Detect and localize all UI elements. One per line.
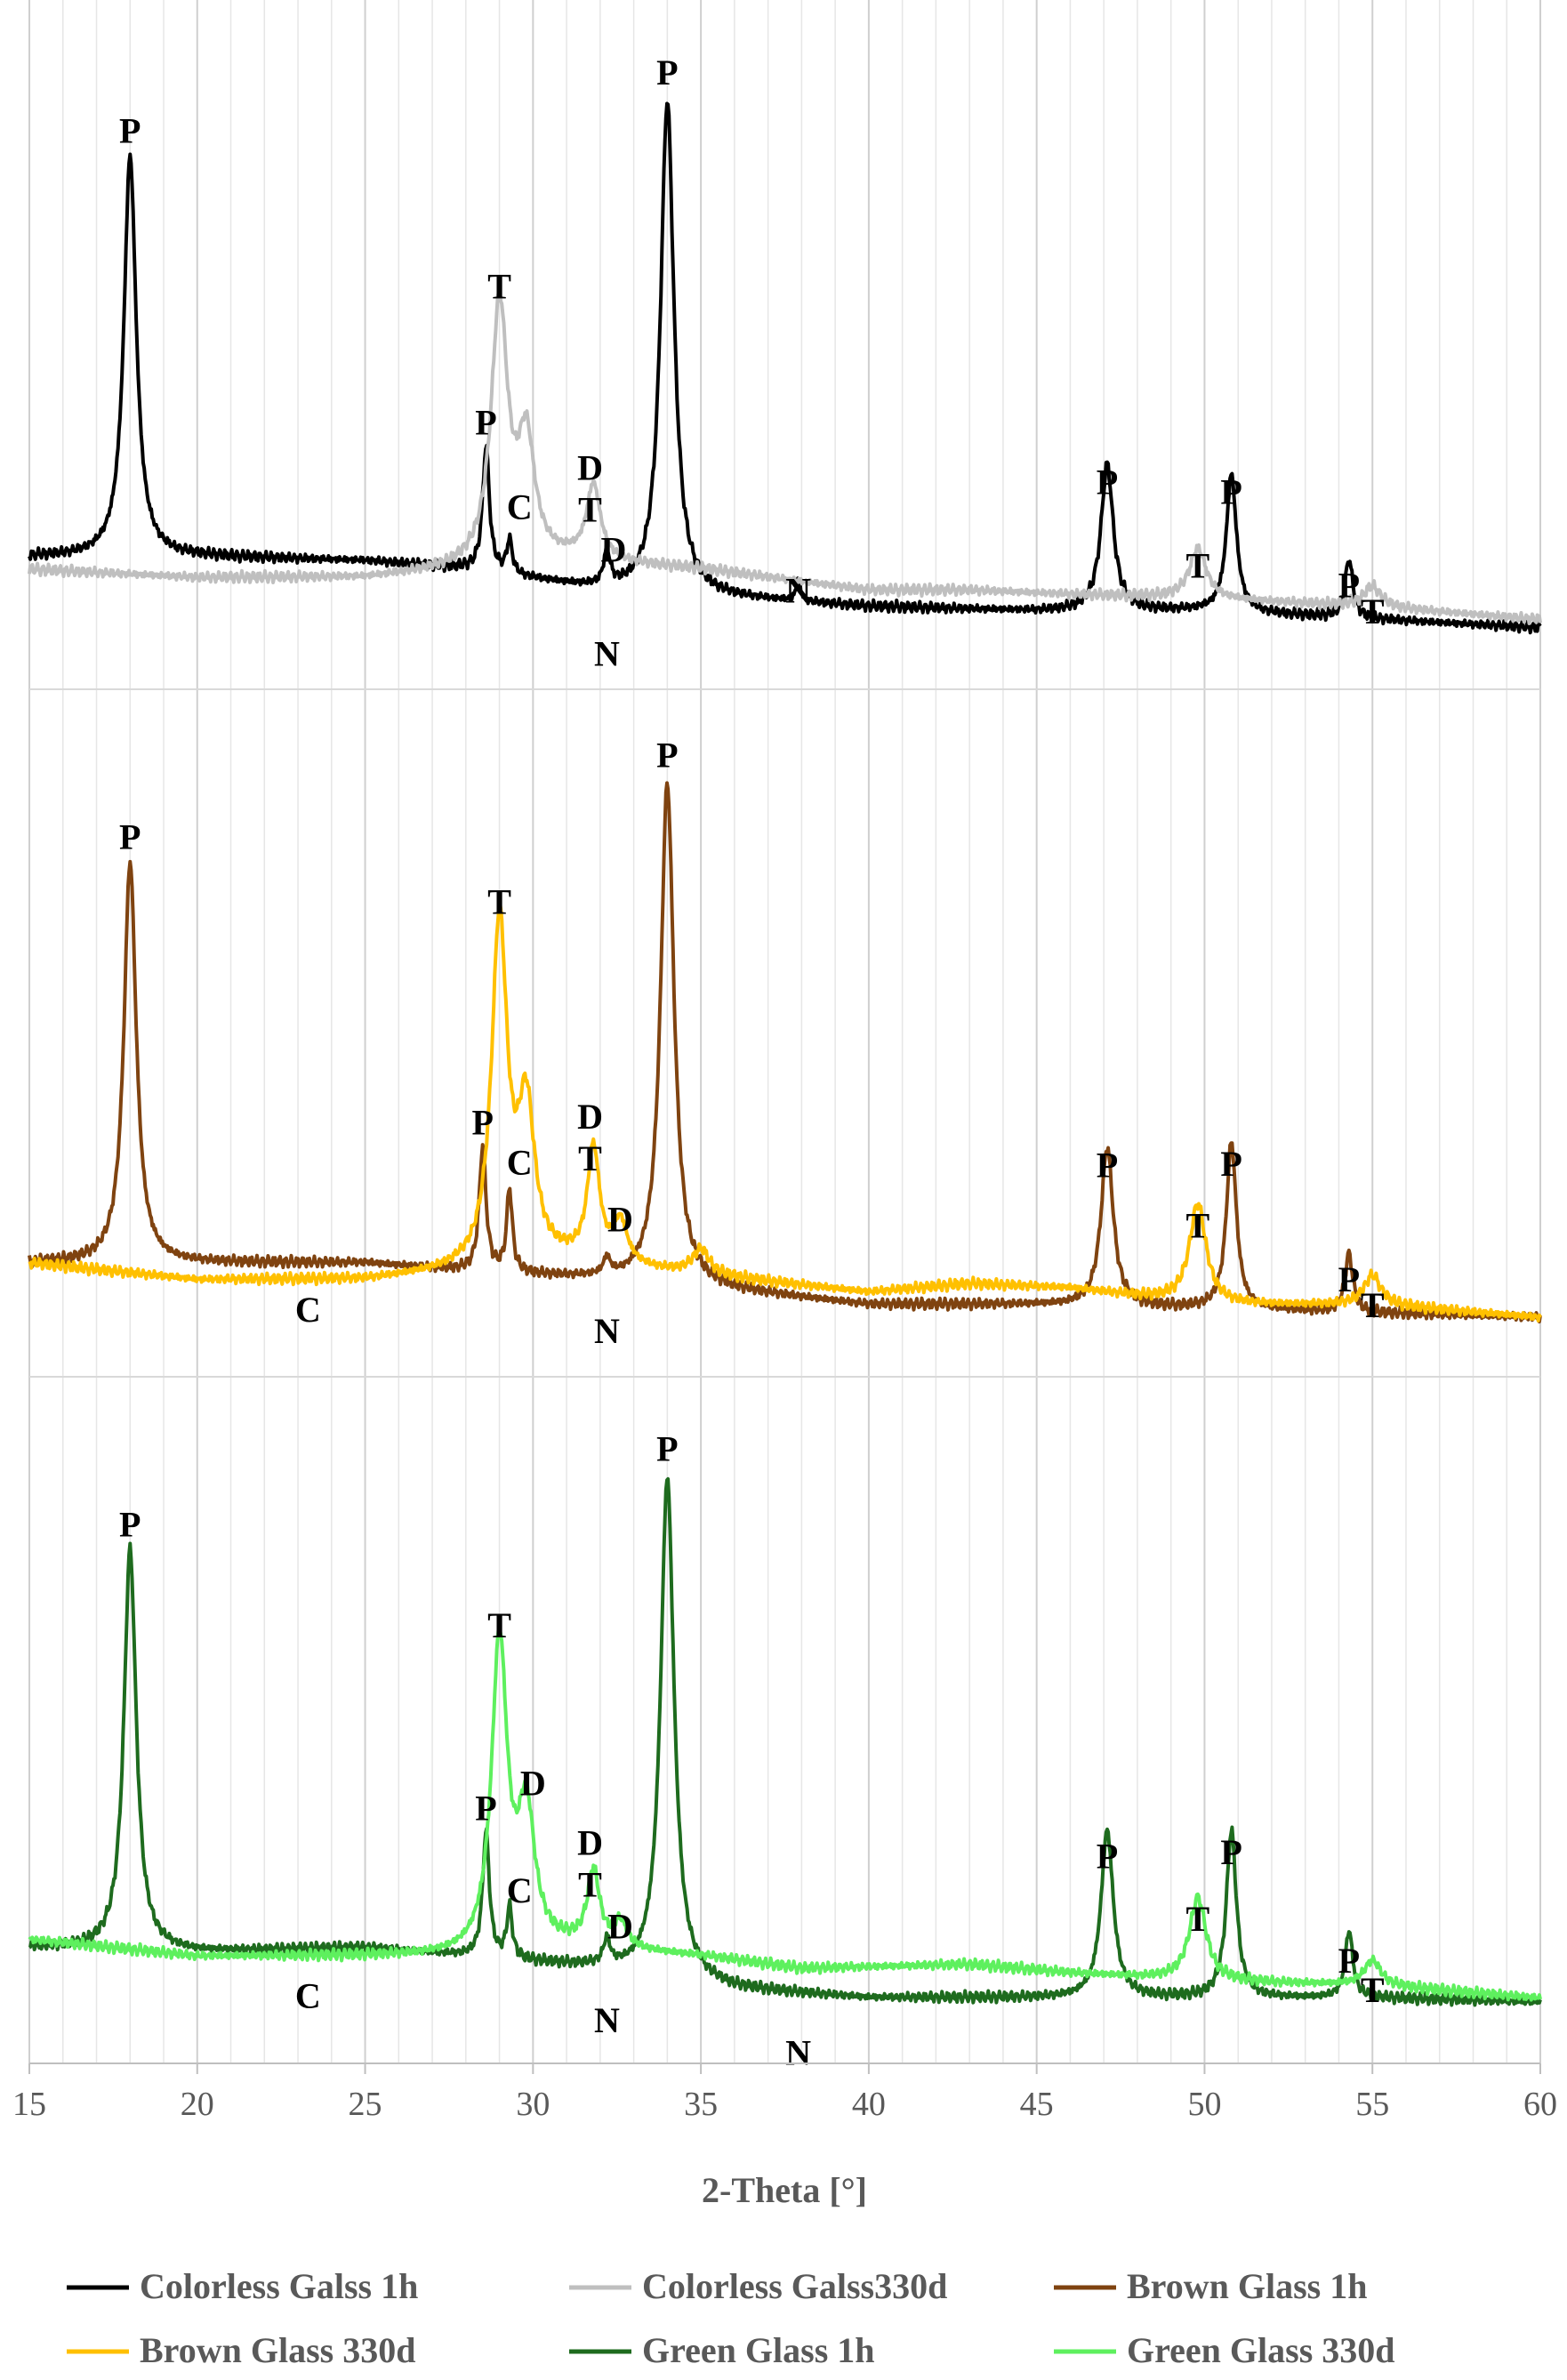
peak-labels: PPTCDTDNPNPTPPTPCPTCDTDNPPTPPTPCPTCDDTDN…: [119, 52, 1385, 2073]
legend-label: Green Glass 1h: [642, 2330, 875, 2370]
series-line-green-1: [28, 1625, 1542, 2002]
legend: Colorless Galss 1h Colorless Galss330d Bro…: [67, 2266, 1395, 2370]
peak-label: C: [507, 487, 533, 527]
peak-label: T: [1186, 1899, 1210, 1939]
legend-entry: Brown Glass 1h: [1054, 2266, 1367, 2306]
peak-label: N: [594, 1311, 620, 1351]
peak-label: N: [785, 570, 811, 610]
peak-label: P: [475, 402, 496, 442]
panel-brown: [28, 781, 1542, 1323]
peak-label: T: [487, 882, 511, 922]
x-tick-label: 60: [1523, 2086, 1557, 2123]
peak-label: C: [507, 1142, 533, 1182]
x-tick-label: 55: [1355, 2086, 1389, 2123]
legend-label: Brown Glass 330d: [140, 2330, 415, 2370]
peak-label: D: [607, 1906, 633, 1946]
legend-entry: Colorless Galss 1h: [67, 2266, 418, 2306]
peak-label: P: [1097, 462, 1118, 502]
series-line-green-0: [28, 1476, 1542, 2007]
x-tick-label: 15: [12, 2086, 46, 2123]
peak-label: P: [1097, 1145, 1118, 1185]
series-line-colorless-0: [28, 101, 1542, 635]
peak-label: D: [577, 1097, 603, 1137]
series-line-brown-1: [28, 901, 1542, 1323]
x-tick-label: 45: [1020, 2086, 1054, 2123]
peak-label: N: [785, 2032, 811, 2072]
peak-label: T: [487, 1605, 511, 1645]
peak-label: P: [1338, 1259, 1360, 1299]
peak-label: P: [475, 1788, 496, 1828]
peak-label: P: [119, 111, 141, 151]
vertical-grid: [28, 0, 1541, 2063]
peak-label: T: [578, 1138, 602, 1178]
peak-label: C: [507, 1870, 533, 1910]
x-tick-label: 30: [516, 2086, 550, 2123]
legend-label: Colorless Galss330d: [642, 2266, 947, 2306]
x-tick-label: 35: [684, 2086, 718, 2123]
legend-entry: Green Glass 1h: [569, 2330, 875, 2370]
legend-label: Brown Glass 1h: [1127, 2266, 1367, 2306]
peak-label: P: [656, 52, 678, 92]
peak-label: D: [607, 1199, 633, 1239]
x-tick-label: 40: [852, 2086, 886, 2123]
x-axis-title: 2-Theta [°]: [702, 2170, 867, 2210]
peak-label: P: [471, 1103, 493, 1143]
peak-label: P: [1097, 1837, 1118, 1877]
peak-label: T: [1361, 1285, 1385, 1325]
peak-label: P: [1338, 1941, 1360, 1981]
legend-label: Colorless Galss 1h: [140, 2266, 418, 2306]
x-tick-label: 20: [181, 2086, 214, 2123]
peak-label: N: [594, 2000, 620, 2040]
peak-label: C: [295, 1975, 321, 2015]
peak-label: T: [487, 267, 511, 307]
peak-label: P: [1338, 566, 1360, 606]
x-axis: 15 20 25 30 35 40 45 50 55 60: [12, 2062, 1557, 2123]
legend-entry: Green Glass 330d: [1054, 2330, 1395, 2370]
panel-colorless: [28, 101, 1542, 635]
peak-label: T: [1186, 545, 1210, 585]
peak-label: P: [1220, 1144, 1242, 1184]
series-line-brown-0: [28, 781, 1542, 1323]
series-line-colorless-1: [28, 289, 1542, 625]
legend-entry: Colorless Galss330d: [569, 2266, 947, 2306]
peak-label: N: [594, 634, 620, 674]
peak-label: P: [119, 1505, 141, 1545]
peak-label: P: [656, 735, 678, 775]
peak-label: P: [1220, 1832, 1242, 1872]
peak-label: C: [295, 1290, 321, 1330]
peak-label: T: [1186, 1206, 1210, 1246]
peak-label: D: [520, 1764, 546, 1804]
panel-green: [28, 1476, 1542, 2007]
peak-label: P: [1220, 471, 1242, 511]
peak-label: T: [1361, 591, 1385, 631]
legend-label: Green Glass 330d: [1127, 2330, 1395, 2370]
peak-label: P: [119, 817, 141, 857]
peak-label: T: [1361, 1970, 1385, 2010]
peak-label: D: [577, 1823, 603, 1863]
legend-entry: Brown Glass 330d: [67, 2330, 415, 2370]
peak-label: T: [578, 1865, 602, 1905]
peak-label: P: [656, 1428, 678, 1468]
x-tick-label: 50: [1187, 2086, 1221, 2123]
x-tick-label: 25: [349, 2086, 382, 2123]
peak-label: D: [601, 530, 627, 570]
peak-label: D: [577, 448, 603, 488]
peak-label: T: [578, 490, 602, 530]
series-layer: [28, 101, 1542, 2007]
